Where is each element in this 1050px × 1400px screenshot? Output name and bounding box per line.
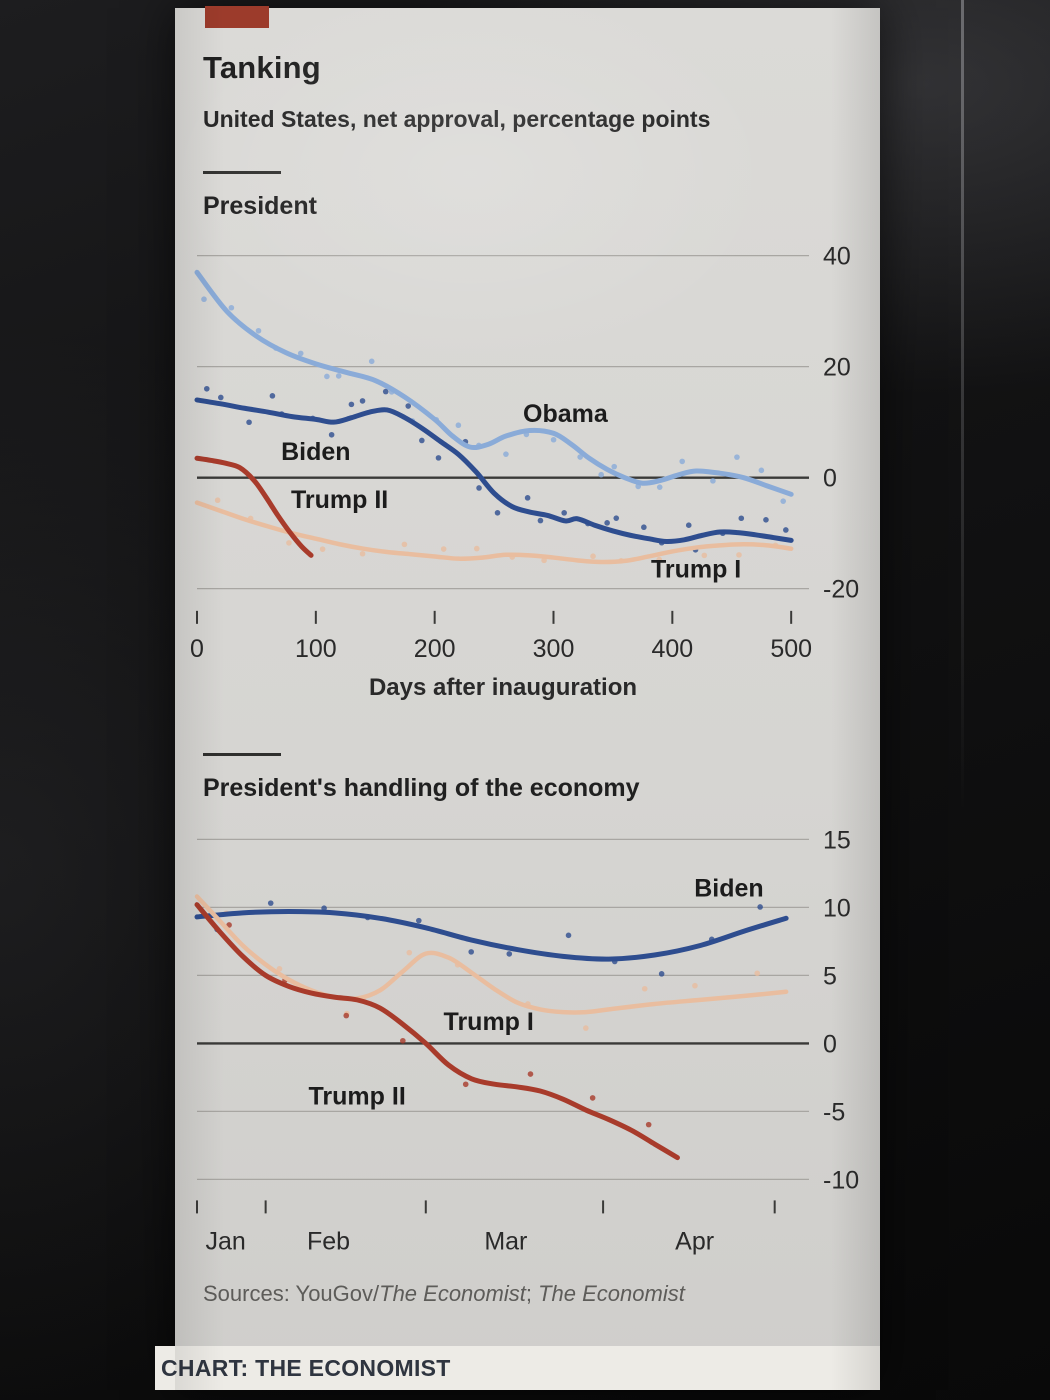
chart-footer: CHART: THE ECONOMIST (155, 1346, 880, 1390)
svg-text:40: 40 (823, 243, 851, 271)
economy-approval-chart: 15 10 5 0 -5 -10 Jan Feb Mar Apr Biden Trump I Trump… (194, 826, 859, 1255)
svg-text:20: 20 (823, 354, 851, 382)
svg-text:500: 500 (770, 635, 812, 663)
svg-text:Trump I: Trump I (651, 556, 741, 584)
section-title-president: President (203, 192, 317, 220)
chart-title: Tanking (203, 50, 321, 85)
svg-text:Jan: Jan (205, 1227, 245, 1255)
section-rule (203, 753, 281, 756)
svg-text:-20: -20 (823, 576, 859, 604)
svg-text:Obama: Obama (523, 400, 609, 428)
chart-card: Tanking United States, net approval, per… (155, 6, 880, 1390)
svg-text:Trump I: Trump I (444, 1008, 534, 1036)
sources-line: Sources: YouGov/The Economist; The Econo… (203, 1281, 880, 1307)
svg-text:Apr: Apr (675, 1227, 714, 1255)
screen-glare (961, 0, 964, 812)
svg-text:200: 200 (414, 635, 456, 663)
svg-text:Trump II: Trump II (309, 1083, 406, 1111)
svg-text:300: 300 (533, 635, 575, 663)
svg-text:15: 15 (823, 826, 851, 854)
svg-text:0: 0 (190, 635, 204, 663)
svg-text:0: 0 (823, 465, 837, 493)
sources-publication: The Economist (538, 1281, 685, 1306)
section-rule (203, 171, 281, 174)
svg-text:0: 0 (823, 1030, 837, 1058)
economist-red-tab (205, 6, 269, 28)
svg-text:Biden: Biden (694, 875, 763, 903)
sources-separator: ; (525, 1281, 539, 1306)
svg-text:Mar: Mar (484, 1227, 527, 1255)
chart-credit: CHART: THE ECONOMIST (161, 1354, 451, 1381)
svg-text:5: 5 (823, 962, 837, 990)
svg-text:100: 100 (295, 635, 337, 663)
svg-text:Trump II: Trump II (291, 486, 388, 514)
svg-text:Days after inauguration: Days after inauguration (369, 674, 637, 701)
svg-text:Feb: Feb (307, 1227, 350, 1255)
svg-text:10: 10 (823, 894, 851, 922)
section-title-economy: President's handling of the economy (203, 774, 640, 802)
svg-text:-10: -10 (823, 1166, 859, 1194)
svg-text:Biden: Biden (281, 438, 350, 466)
sources-prefix: Sources: YouGov/ (203, 1281, 380, 1306)
sources-publication: The Economist (379, 1281, 526, 1306)
svg-text:400: 400 (651, 635, 693, 663)
svg-text:-5: -5 (823, 1098, 845, 1126)
chart-subtitle: United States, net approval, percentage … (203, 106, 711, 132)
